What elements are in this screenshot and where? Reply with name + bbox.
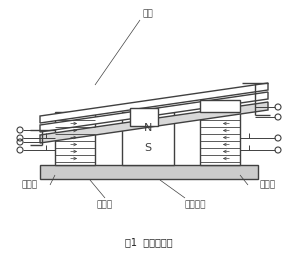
Polygon shape [40,92,268,132]
Bar [200,112,240,165]
Bar [122,112,174,165]
Text: S: S [145,143,152,153]
Text: N: N [144,123,152,133]
Text: 左边柱: 左边柱 [22,180,38,189]
Polygon shape [40,83,268,123]
Bar [55,112,95,165]
Bar [200,100,240,112]
Bar [130,108,158,126]
Text: 磁轭板: 磁轭板 [97,200,113,209]
Polygon shape [40,102,268,143]
Text: 永久磁铁: 永久磁铁 [184,200,206,209]
Bar [40,165,258,179]
Text: 右边柱: 右边柱 [260,180,276,189]
Text: 衔铁: 衔铁 [143,9,153,18]
Text: 图1  原理示意图: 图1 原理示意图 [125,237,173,247]
